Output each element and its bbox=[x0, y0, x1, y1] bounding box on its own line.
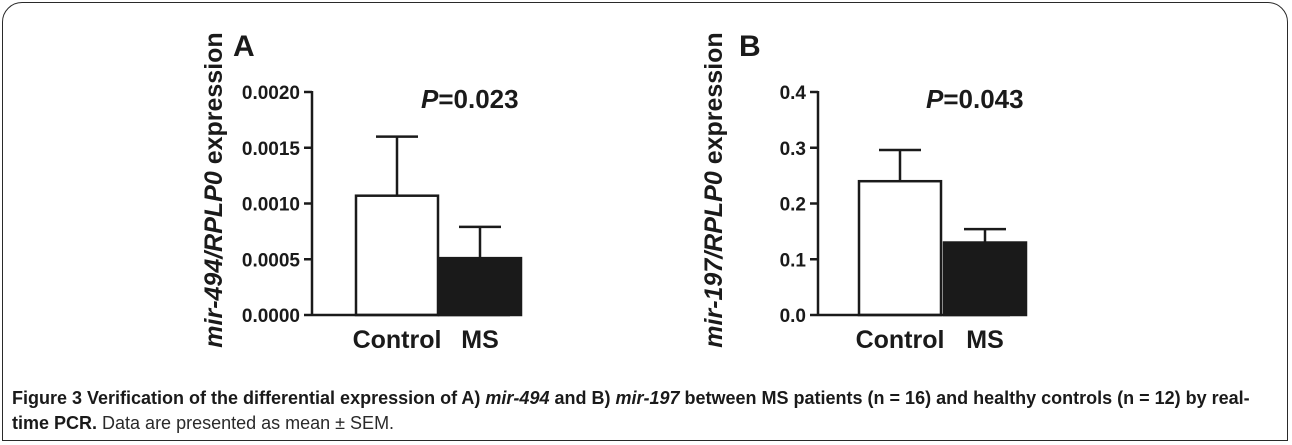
y-tick-label: 0.2 bbox=[780, 195, 806, 216]
category-label: MS bbox=[966, 326, 1004, 354]
figure-charts: Control MS 0.0000 0.0005 0.0010 0.0015 0.0020 A… bbox=[200, 30, 1028, 354]
bar-ms bbox=[437, 256, 523, 317]
y-tick-label: 0.0005 bbox=[242, 250, 301, 271]
y-axis-label-gene: mir-197/RPLP0 bbox=[700, 171, 728, 348]
category-label: MS bbox=[461, 326, 499, 354]
y-tick-label: 0.0000 bbox=[242, 306, 300, 327]
caption-text-2: and B) bbox=[549, 388, 616, 408]
y-tick-label: 0.0 bbox=[780, 306, 806, 327]
caption-note: Data are presented as mean ± SEM. bbox=[97, 413, 395, 433]
caption-title: Figure 3 Verification of the differentia… bbox=[12, 388, 1250, 433]
caption-text-3: between MS patients (n = 16) and healthy… bbox=[12, 388, 1250, 433]
y-tick-label: 0.0015 bbox=[242, 139, 301, 160]
y-axis-label-unit: expression bbox=[700, 32, 728, 171]
y-tick-label: 0.1 bbox=[780, 250, 807, 271]
y-axis-label: mir-494/RPLP0 expression bbox=[200, 32, 228, 347]
p-value-annotation: P=0.023 bbox=[421, 84, 519, 114]
panel-label: B bbox=[739, 30, 761, 63]
bar-control bbox=[857, 179, 943, 317]
y-axis-label: mir-197/RPLP0 expression bbox=[700, 32, 728, 347]
p-symbol: P bbox=[926, 84, 944, 114]
y-tick-label: 0.3 bbox=[780, 139, 806, 160]
category-label: Control bbox=[856, 326, 945, 354]
caption-text-1: Figure 3 Verification of the differentia… bbox=[12, 388, 486, 408]
bar-ms bbox=[942, 241, 1028, 317]
p-value: =0.023 bbox=[438, 84, 518, 114]
chart-panel-a: Control MS 0.0000 0.0005 0.0010 0.0015 0.0020 A… bbox=[200, 30, 523, 354]
caption-gene-1: mir-494 bbox=[485, 388, 550, 408]
y-axis-label-unit: expression bbox=[200, 32, 228, 171]
y-tick-label: 0.4 bbox=[780, 83, 807, 104]
chart-panel-b: Control MS 0.0 0.1 0.2 0.3 0.4 B P=0.043 mir-197/… bbox=[700, 30, 1028, 354]
bar-control bbox=[354, 194, 440, 317]
category-label: Control bbox=[353, 326, 442, 354]
y-tick-label: 0.0010 bbox=[242, 195, 300, 216]
y-axis-label-gene: mir-494/RPLP0 bbox=[200, 171, 228, 348]
figure-caption: Figure 3 Verification of the differentia… bbox=[12, 386, 1277, 436]
p-value: =0.043 bbox=[943, 84, 1023, 114]
panel-label: A bbox=[233, 30, 255, 63]
caption-gene-2: mir-197 bbox=[615, 388, 680, 408]
p-symbol: P bbox=[421, 84, 439, 114]
y-tick-label: 0.0020 bbox=[242, 83, 300, 104]
p-value-annotation: P=0.043 bbox=[926, 84, 1024, 114]
